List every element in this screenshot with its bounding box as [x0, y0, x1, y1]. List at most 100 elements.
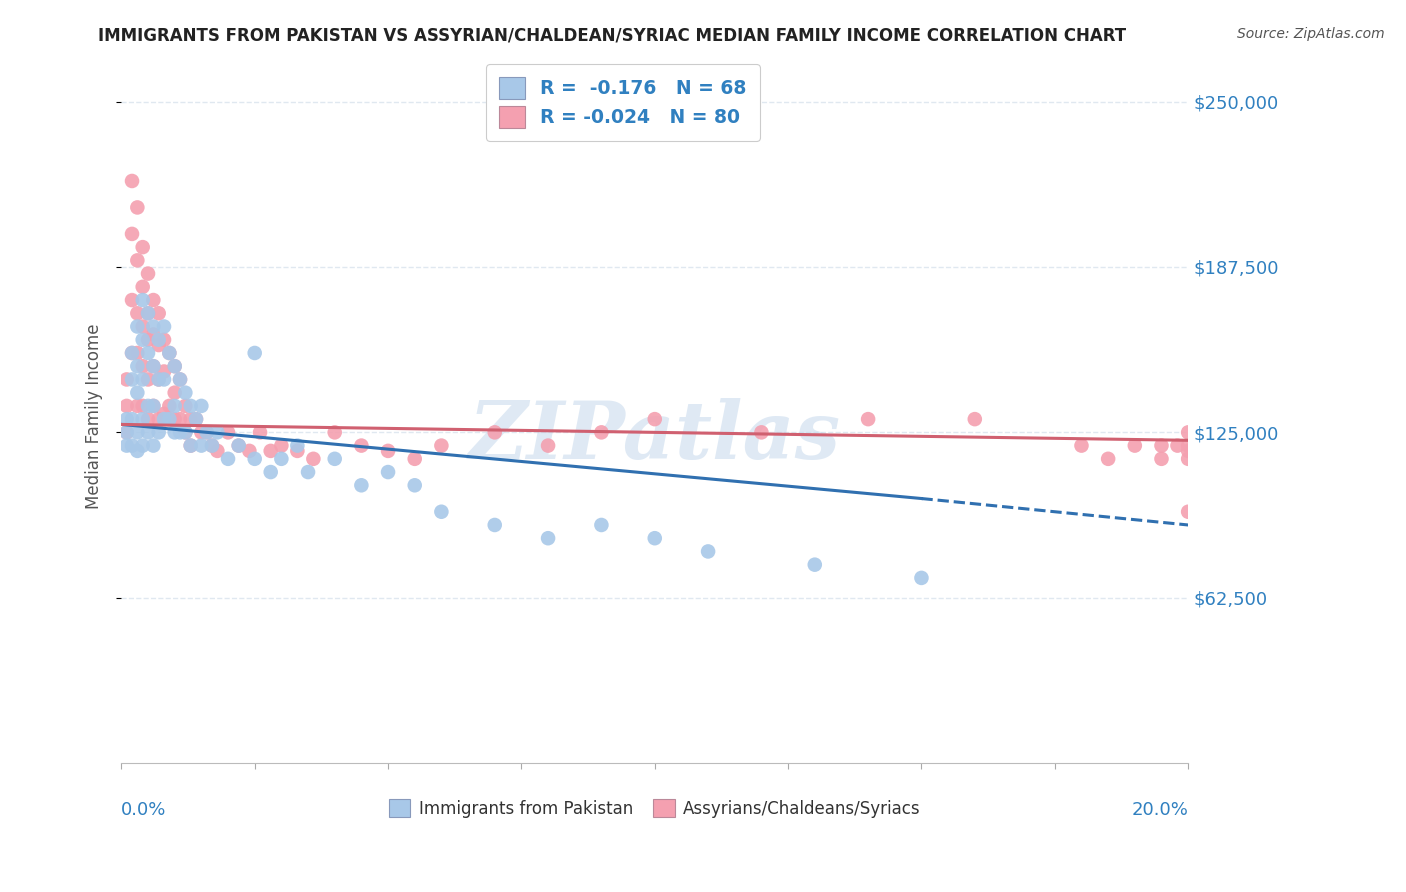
Point [142, 399, 165, 413]
Point [115, 439, 138, 453]
Point [153, 372, 176, 386]
Point [174, 425, 197, 440]
Point [153, 319, 176, 334]
Point [270, 451, 292, 466]
Text: Source: ZipAtlas.com: Source: ZipAtlas.com [1237, 27, 1385, 41]
Point [136, 333, 159, 347]
Point [404, 478, 426, 492]
Point [228, 439, 250, 453]
Point [142, 359, 165, 374]
Point [249, 425, 271, 440]
Point [644, 412, 666, 426]
Point [127, 253, 149, 268]
Point [169, 372, 191, 386]
Point [297, 465, 319, 479]
Point [350, 439, 373, 453]
Text: IMMIGRANTS FROM PAKISTAN VS ASSYRIAN/CHALDEAN/SYRIAC MEDIAN FAMILY INCOME CORREL: IMMIGRANTS FROM PAKISTAN VS ASSYRIAN/CHA… [98, 27, 1126, 45]
Y-axis label: Median Family Income: Median Family Income [86, 323, 103, 508]
Point [217, 425, 239, 440]
Point [404, 451, 426, 466]
Point [121, 439, 143, 453]
Point [1177, 425, 1199, 440]
Point [1097, 451, 1119, 466]
Point [121, 293, 143, 307]
Point [142, 359, 165, 374]
Point [174, 385, 197, 400]
Point [131, 280, 153, 294]
Point [180, 439, 202, 453]
Point [190, 439, 212, 453]
Point [180, 439, 202, 453]
Point [127, 319, 149, 334]
Point [537, 439, 560, 453]
Point [115, 412, 138, 426]
Point [136, 372, 159, 386]
Point [157, 412, 180, 426]
Point [115, 425, 138, 440]
Point [131, 319, 153, 334]
Point [323, 451, 346, 466]
Point [1150, 439, 1173, 453]
Point [153, 364, 176, 378]
Point [121, 372, 143, 386]
Point [142, 327, 165, 342]
Point [148, 333, 170, 347]
Point [180, 412, 202, 426]
Point [136, 346, 159, 360]
Point [142, 399, 165, 413]
Point [1177, 443, 1199, 458]
Point [1177, 505, 1199, 519]
Point [1150, 451, 1173, 466]
Point [163, 412, 186, 426]
Text: 0.0%: 0.0% [121, 801, 167, 820]
Text: 20.0%: 20.0% [1132, 801, 1188, 820]
Point [484, 425, 506, 440]
Point [127, 425, 149, 440]
Point [207, 443, 229, 458]
Point [287, 439, 309, 453]
Point [963, 412, 986, 426]
Point [195, 425, 218, 440]
Point [136, 399, 159, 413]
Point [430, 505, 453, 519]
Point [142, 293, 165, 307]
Point [127, 346, 149, 360]
Point [302, 451, 325, 466]
Point [127, 359, 149, 374]
Point [190, 425, 212, 440]
Point [1177, 439, 1199, 453]
Point [697, 544, 720, 558]
Point [148, 338, 170, 352]
Point [537, 531, 560, 545]
Point [163, 385, 186, 400]
Point [148, 412, 170, 426]
Point [201, 439, 224, 453]
Point [1070, 439, 1092, 453]
Point [148, 372, 170, 386]
Point [163, 399, 186, 413]
Point [169, 372, 191, 386]
Point [131, 399, 153, 413]
Point [184, 412, 207, 426]
Point [217, 451, 239, 466]
Point [157, 399, 180, 413]
Point [148, 372, 170, 386]
Point [121, 346, 143, 360]
Point [136, 306, 159, 320]
Point [804, 558, 827, 572]
Point [148, 306, 170, 320]
Point [910, 571, 932, 585]
Point [163, 425, 186, 440]
Point [169, 412, 191, 426]
Point [207, 425, 229, 440]
Text: ZIPatlas: ZIPatlas [468, 398, 841, 475]
Point [157, 346, 180, 360]
Point [131, 372, 153, 386]
Point [260, 443, 283, 458]
Point [121, 174, 143, 188]
Point [121, 346, 143, 360]
Point [127, 385, 149, 400]
Point [323, 425, 346, 440]
Point [148, 425, 170, 440]
Point [430, 439, 453, 453]
